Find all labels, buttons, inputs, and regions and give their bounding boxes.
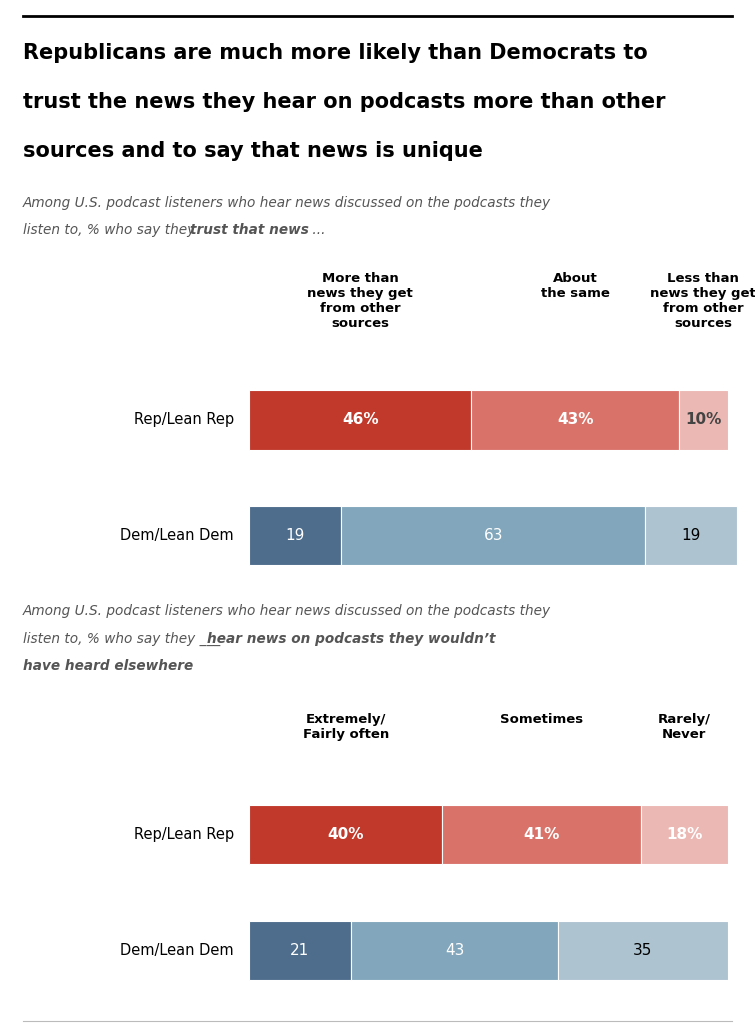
Text: sources and to say that news is unique: sources and to say that news is unique (23, 141, 482, 162)
Bar (350, 921, 559, 980)
Text: Among U.S. podcast listeners who hear news discussed on the podcasts they: Among U.S. podcast listeners who hear ne… (23, 604, 551, 618)
Text: About
the same: About the same (541, 272, 610, 300)
Text: More than
news they get
from other
sources: More than news they get from other sourc… (307, 272, 413, 331)
Text: 43%: 43% (557, 413, 593, 427)
Text: hear news on podcasts they wouldn’t: hear news on podcasts they wouldn’t (207, 632, 495, 646)
Bar (646, 506, 737, 565)
Text: Rarely/
Never: Rarely/ Never (658, 713, 710, 740)
Bar (640, 805, 728, 864)
Text: 40%: 40% (328, 827, 364, 842)
Text: Republicans are much more likely than Democrats to: Republicans are much more likely than De… (23, 43, 647, 63)
Text: ...: ... (308, 223, 325, 238)
Text: Dem/Lean Dem: Dem/Lean Dem (121, 943, 234, 957)
Text: 46%: 46% (342, 413, 378, 427)
Bar (341, 506, 646, 565)
Text: Sometimes: Sometimes (500, 713, 583, 726)
Bar (442, 805, 640, 864)
Text: 41%: 41% (523, 827, 559, 842)
Text: Rep/Lean Rep: Rep/Lean Rep (134, 827, 234, 842)
Text: 63: 63 (483, 528, 503, 543)
Bar (249, 805, 442, 864)
Text: Extremely/
Fairly often: Extremely/ Fairly often (303, 713, 389, 740)
Text: 21: 21 (290, 943, 310, 957)
Bar (471, 390, 680, 450)
Bar (249, 506, 341, 565)
Text: 18%: 18% (666, 827, 702, 842)
Text: listen to, % who say they ___: listen to, % who say they ___ (23, 632, 224, 646)
Text: Rep/Lean Rep: Rep/Lean Rep (134, 413, 234, 427)
Text: have heard elsewhere: have heard elsewhere (23, 659, 193, 674)
Text: listen to, % who say they: listen to, % who say they (23, 223, 199, 238)
Text: 10%: 10% (686, 413, 722, 427)
Text: 35: 35 (633, 943, 652, 957)
Text: 19: 19 (285, 528, 305, 543)
Bar (249, 390, 471, 450)
Text: Less than
news they get
from other
sources: Less than news they get from other sourc… (651, 272, 755, 331)
Bar (680, 390, 728, 450)
Text: 19: 19 (682, 528, 701, 543)
Text: Among U.S. podcast listeners who hear news discussed on the podcasts they: Among U.S. podcast listeners who hear ne… (23, 196, 551, 210)
Bar (559, 921, 728, 980)
Text: 43: 43 (445, 943, 464, 957)
Text: trust that news: trust that news (190, 223, 309, 238)
Text: trust the news they hear on podcasts more than other: trust the news they hear on podcasts mor… (23, 92, 665, 113)
Text: Dem/Lean Dem: Dem/Lean Dem (121, 528, 234, 543)
Bar (249, 921, 350, 980)
